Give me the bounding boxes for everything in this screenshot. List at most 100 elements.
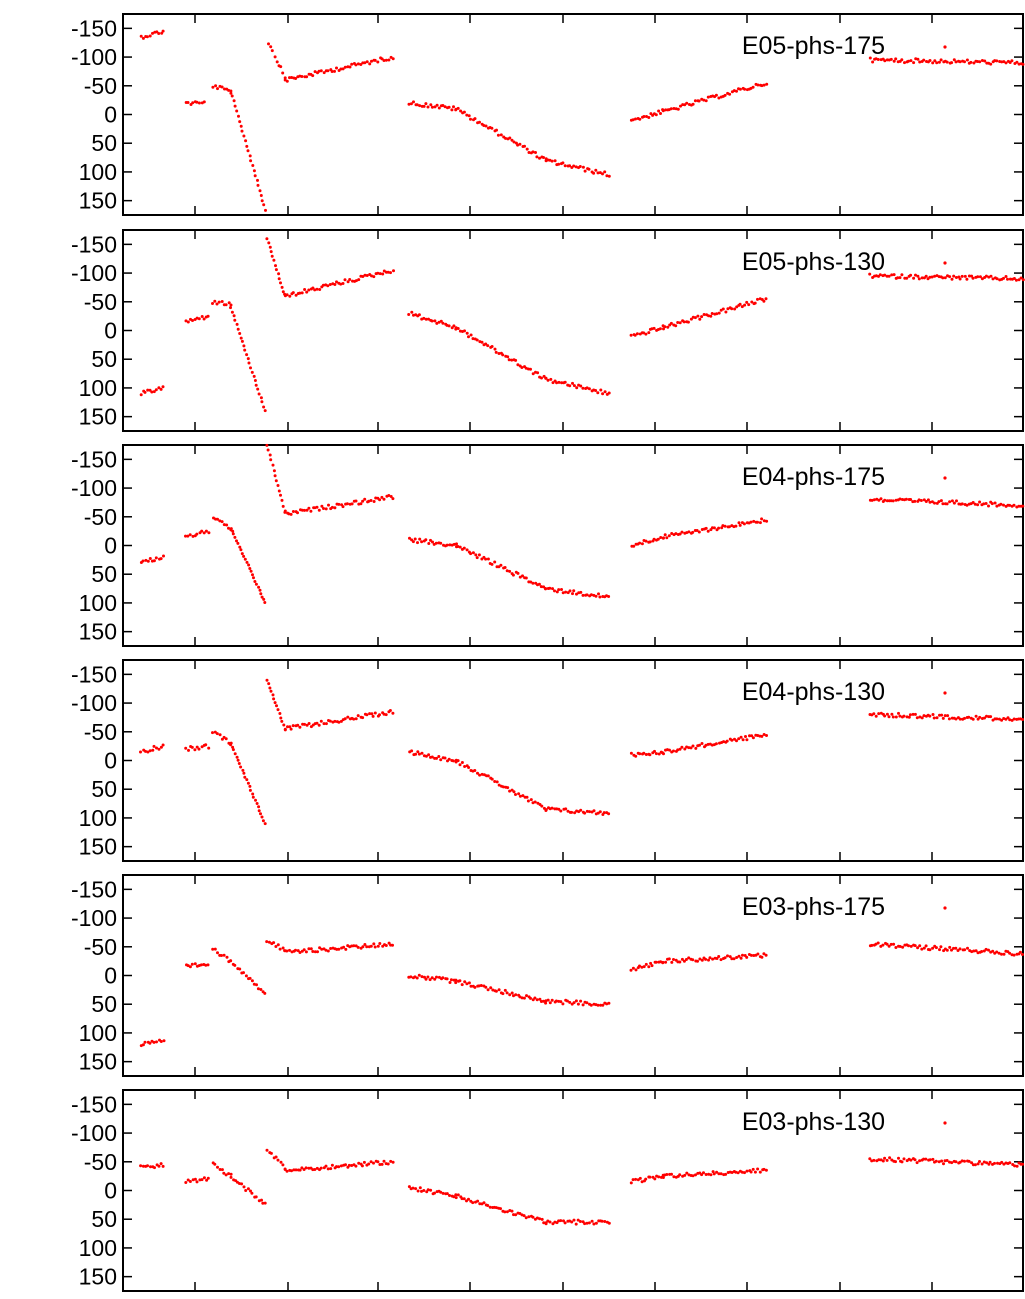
data-point [204,529,208,533]
data-point [261,1201,265,1205]
data-point [689,746,693,750]
data-point [268,686,272,690]
data-point [207,746,211,750]
data-point [273,701,277,705]
data-point [693,316,697,320]
data-point [389,271,392,275]
data-point [249,569,253,573]
data-point [322,71,326,75]
data-point [510,138,514,142]
data-point [762,83,766,87]
data-point [214,84,218,88]
data-point [1006,277,1009,281]
data-point [347,1163,351,1167]
data-point [937,1160,941,1164]
data-point [578,165,582,168]
data-point [740,305,744,309]
data-point [674,532,678,536]
data-point [370,712,374,716]
data-point [193,962,197,966]
data-point [654,960,658,964]
data-point [288,948,291,952]
data-point [978,60,982,64]
data-point [937,500,941,504]
data-point [144,558,148,562]
data-point [467,766,471,769]
data-point [588,810,591,814]
data-point [244,1189,248,1192]
data-point [743,87,747,91]
data-point [652,326,656,330]
data-point [237,114,240,118]
data-point [665,536,669,540]
data-point [337,502,341,506]
data-point [900,1160,904,1164]
data-point [920,947,924,951]
data-point [1008,503,1012,507]
data-point [603,170,607,174]
data-point [317,723,321,727]
data-point [723,524,727,528]
data-point [920,276,924,280]
data-point [486,1204,490,1207]
data-point [749,1170,753,1174]
data-point [758,1170,762,1174]
data-point [373,58,377,62]
data-point [316,950,319,954]
data-point [191,101,195,105]
data-point [146,1164,149,1168]
data-point [523,144,526,148]
data-point [559,1219,563,1223]
data-point [685,101,689,105]
data-point [728,92,732,96]
data-point [157,32,161,35]
data-point [368,62,372,66]
data-point [872,498,876,502]
data-point [278,947,282,951]
data-point [242,771,246,775]
data-point [285,1169,289,1173]
data-point [184,534,187,538]
data-point [540,1217,544,1221]
data-point [161,1164,165,1168]
data-point [517,792,521,796]
data-point [499,1207,502,1211]
data-point [948,275,952,279]
data-point [258,189,262,193]
data-point [544,1001,548,1005]
data-point [900,58,904,62]
y-tick-label: 150 [79,619,117,645]
data-point [978,500,982,504]
data-point [339,282,343,286]
data-point [365,713,369,717]
data-point [601,172,604,176]
legend-label: E05-phs-130 [742,248,885,276]
data-point [661,109,665,113]
data-point [352,717,356,721]
data-point [478,1202,482,1206]
y-tick-label: 150 [79,404,117,430]
data-point [932,716,936,720]
data-point [490,562,494,566]
data-point [278,712,282,715]
data-point [233,752,237,756]
data-point [922,714,926,718]
data-point [248,788,252,792]
data-point [963,948,967,952]
data-point [749,953,753,957]
y-tick-label: -100 [71,260,117,286]
data-point [573,811,577,815]
data-point [717,955,721,958]
data-point [892,59,896,63]
data-point [220,954,223,957]
data-point [273,55,277,59]
data-point [411,540,415,544]
data-point [907,715,911,719]
data-point [381,272,385,276]
data-point [743,303,747,307]
data-point [384,944,388,947]
data-point [928,948,932,952]
data-point [303,288,307,291]
y-tick-label: 100 [79,159,117,185]
data-point [948,500,952,504]
